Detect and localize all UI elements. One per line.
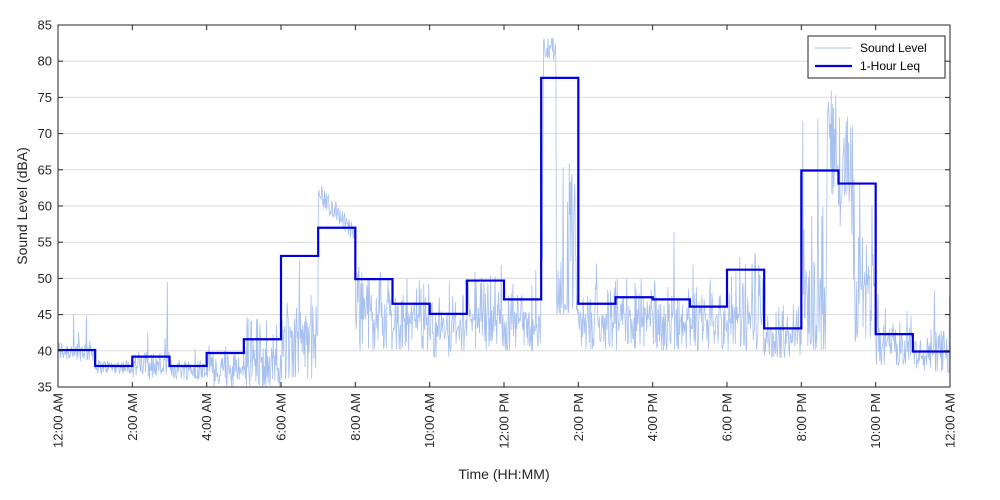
x-tick-label: 6:00 AM [274,393,289,441]
legend-label-leq: 1-Hour Leq [860,59,920,73]
x-tick-label: 10:00 PM [868,393,883,449]
legend-box [807,35,946,79]
y-axis-label: Sound Level (dBA) [14,147,30,265]
y-tick-label: 85 [38,18,52,33]
y-axis-ticks: 35 40 45 50 55 60 65 70 75 80 85 [38,18,950,395]
y-tick-label: 45 [38,307,52,322]
x-tick-label: 12:00 AM [943,393,958,448]
y-tick-label: 80 [38,54,52,69]
gridlines [58,60,950,352]
y-tick-label: 65 [38,162,52,177]
x-tick-label: 4:00 AM [199,393,214,441]
y-tick-label: 75 [38,90,52,105]
y-tick-label: 35 [38,380,52,395]
series-leq-step-line [58,76,950,368]
y-tick-label: 55 [38,235,52,250]
x-tick-label: 10:00 AM [422,393,437,448]
x-tick-label: 4:00 PM [645,393,660,441]
x-axis-label: Time (HH:MM) [458,466,549,482]
plot-area [58,37,950,387]
y-tick-label: 60 [38,199,52,214]
x-tick-label: 2:00 PM [571,393,586,441]
x-tick-label: 8:00 AM [348,393,363,441]
x-tick-label: 12:00 PM [497,393,512,449]
legend: Sound Level 1-Hour Leq [807,35,946,79]
x-tick-label: 6:00 PM [720,393,735,441]
legend-label-sound-level: Sound Level [860,41,927,55]
x-tick-label: 8:00 PM [794,393,809,441]
x-axis-ticks: 12:00 AM 2:00 AM 4:00 AM 6:00 AM 8:00 AM 10:0… [51,25,958,449]
y-tick-label: 40 [38,343,52,358]
y-tick-label: 50 [38,271,52,286]
y-tick-label: 70 [38,126,52,141]
x-tick-label: 12:00 AM [51,393,66,448]
x-tick-label: 2:00 AM [125,393,140,441]
